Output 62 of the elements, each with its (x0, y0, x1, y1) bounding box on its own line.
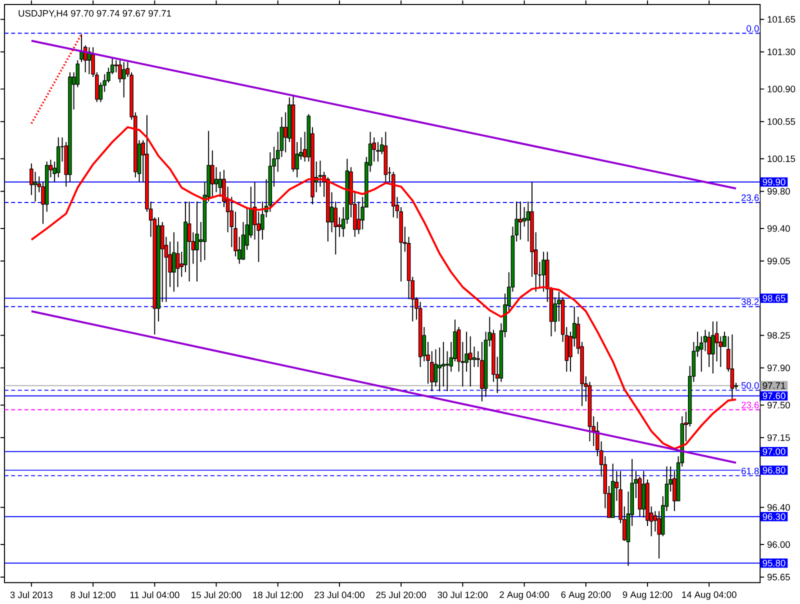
annotation: 50.0 (741, 382, 759, 389)
x-tick-label: 2 Aug 04:00 (500, 591, 550, 600)
y-tick-label: 99.40 (767, 225, 790, 232)
y-tick-label: 97.15 (767, 434, 790, 441)
y-tick-label: 96.00 (767, 541, 790, 548)
ref-line-label: 97.00 (762, 448, 786, 455)
x-tick-label: 11 Jul 04:00 (130, 591, 180, 598)
y-tick-label: 101.65 (768, 16, 796, 23)
candlestick (472, 346, 476, 368)
x-tick-label: 8 Jul 12:00 (70, 591, 116, 598)
y-tick-label: 100.90 (768, 86, 796, 92)
annotation: 61.8 (742, 468, 759, 474)
candlestick (356, 200, 361, 234)
candlestick (376, 141, 380, 162)
candlestick (195, 200, 199, 282)
y-tick-label: 96.40 (767, 504, 790, 511)
candlestick (707, 331, 711, 368)
ref-line-label: 96.80 (762, 466, 786, 474)
x-tick-label: 14 Aug 04:00 (682, 591, 736, 600)
candlestick (187, 200, 192, 282)
x-tick-label: 25 Jul 20:00 (376, 591, 426, 598)
candlestick (445, 350, 450, 392)
candlestick (711, 320, 715, 374)
candlestick (214, 166, 218, 193)
candlestick (210, 150, 214, 198)
candlestick (542, 251, 546, 292)
ref-line-label: 98.65 (762, 294, 786, 302)
x-tick-label: 18 Jul 12:00 (253, 591, 303, 598)
candlestick (434, 348, 438, 387)
annotation: 38.2 (741, 298, 759, 306)
x-tick-label: 15 Jul 20:00 (192, 591, 242, 598)
candlestick (172, 232, 176, 292)
y-tick-label: 99.05 (767, 258, 790, 264)
text: USDJPY,H4 97.70 97.74 97.67 97.71 (18, 10, 172, 18)
y-tick-label: 99.80 (767, 188, 790, 195)
x-tick-label: 6 Aug 20:00 (561, 591, 611, 600)
x-tick-label: 9 Aug 12:00 (622, 591, 672, 600)
annotation: 23.6 (742, 194, 759, 201)
candlestick (442, 341, 446, 387)
y-tick-label: 101.30 (768, 48, 796, 56)
annotation: 0.0 (746, 25, 759, 32)
ref-line-label: 97.71 (762, 382, 786, 389)
y-tick-label: 97.50 (767, 402, 790, 408)
y-tick-label: 100.55 (768, 118, 796, 125)
y-tick-label: 100.15 (768, 155, 796, 162)
candlestick (176, 240, 180, 288)
y-tick-label: 95.65 (767, 574, 790, 580)
ref-line-label: 97.60 (762, 392, 786, 400)
candlestick (468, 336, 472, 387)
ref-line-label: 99.90 (762, 178, 786, 186)
candlestick (122, 62, 126, 98)
x-tick-label: 23 Jul 04:00 (314, 591, 364, 598)
ref-line-label: 96.30 (762, 513, 786, 520)
x-tick-label: 3 Jul 2013 (10, 591, 52, 598)
ref-line-label: 95.80 (762, 560, 786, 566)
candlestick (33, 171, 38, 202)
x-tick-label: 30 Jul 12:00 (438, 591, 488, 598)
y-tick-label: 98.25 (767, 332, 790, 339)
y-tick-label: 97.90 (767, 364, 790, 372)
candlestick (518, 200, 522, 240)
candlestick (80, 34, 84, 63)
annotation: 23.6 (742, 402, 759, 408)
